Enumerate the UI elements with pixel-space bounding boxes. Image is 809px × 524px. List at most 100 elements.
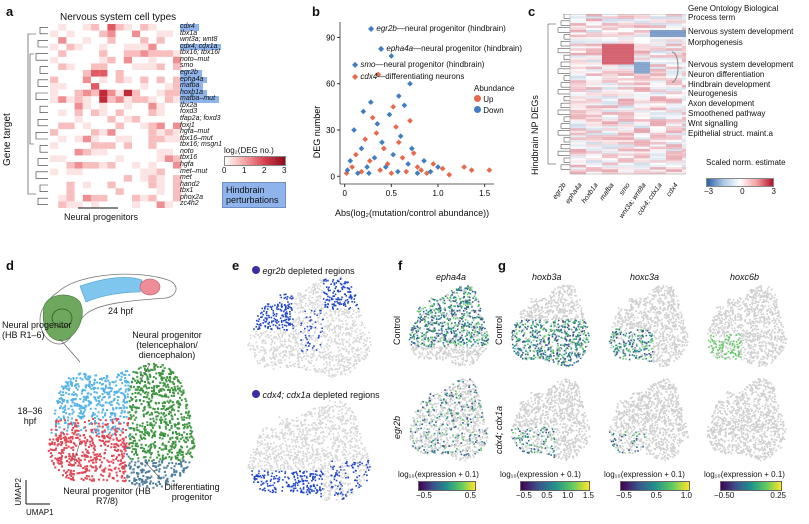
- umap-cell: [327, 289, 330, 292]
- umap-cell: [256, 452, 258, 454]
- umap-cell: [279, 437, 281, 440]
- umap-cell: [287, 322, 289, 324]
- umap-cell: [331, 376, 333, 378]
- umap-cell: [357, 307, 360, 310]
- umap-cell: [97, 435, 100, 438]
- umap-cell: [128, 427, 131, 430]
- umap-cell: [292, 327, 294, 330]
- umap-cell: [280, 303, 283, 305]
- umap-cell: [312, 459, 314, 462]
- umap-cell: [283, 468, 286, 470]
- umap-cell: [69, 378, 72, 381]
- heatmap-cell: [602, 164, 618, 168]
- umap-cell: [171, 371, 174, 374]
- umap-cell: [302, 347, 304, 349]
- umap-cell: [185, 436, 188, 439]
- umap-cell: [185, 437, 188, 440]
- umap-cell: [318, 413, 321, 416]
- panel-a-colorbar: [224, 156, 286, 166]
- umap-cell: [99, 378, 102, 381]
- umap-cell: [117, 373, 120, 376]
- heatmap-cell: [602, 116, 618, 120]
- heatmap-cell: [650, 119, 666, 122]
- umap-cell: [297, 450, 299, 452]
- umap-cell: [302, 488, 305, 490]
- umap-cell: [281, 431, 283, 433]
- umap-cell: [88, 403, 91, 406]
- umap-cell: [113, 393, 116, 396]
- umap-cell: [120, 453, 123, 456]
- umap-cell: [148, 397, 151, 400]
- y-tick: 30: [326, 126, 335, 135]
- umap-cell: [133, 437, 136, 440]
- heatmap-cell: [82, 37, 91, 44]
- umap-cell: [311, 354, 314, 356]
- umap-cell: [359, 335, 362, 338]
- umap-cell: [270, 334, 272, 337]
- umap-cell: [88, 469, 91, 472]
- umap-cell: [353, 298, 356, 300]
- umap-cell: [361, 457, 363, 459]
- umap-cell: [154, 401, 157, 404]
- umap-cell: [287, 465, 289, 468]
- umap-cell: [358, 486, 360, 488]
- umap-cell: [332, 458, 334, 460]
- umap-cell: [249, 456, 252, 459]
- umap-cell: [336, 474, 339, 476]
- heatmap-cell: [156, 201, 165, 208]
- umap-cell: [138, 382, 141, 385]
- heatmap-cell: [650, 30, 666, 33]
- umap-cell: [267, 471, 269, 473]
- umap-cell: [260, 324, 262, 327]
- umap-cell: [354, 419, 357, 421]
- heatmap-cell: [123, 43, 132, 51]
- umap-cell: [319, 309, 321, 312]
- umap-cell: [264, 308, 266, 310]
- umap-cell: [133, 418, 136, 421]
- umap-cell: [90, 436, 93, 439]
- umap-cell: [351, 410, 353, 413]
- umap-cell: [94, 407, 97, 410]
- umap-cell: [322, 494, 325, 497]
- umap-cell: [311, 440, 314, 442]
- umap-cell: [349, 443, 352, 446]
- umap-cell: [176, 400, 179, 403]
- umap-cell: [302, 339, 305, 341]
- umap-cell: [338, 298, 341, 301]
- umap-cell: [272, 354, 275, 357]
- umap-cell: [342, 357, 345, 360]
- umap-cell: [121, 445, 124, 448]
- umap-cell: [286, 313, 289, 315]
- heatmap-cell: [115, 89, 124, 97]
- heatmap-cell: [586, 119, 602, 122]
- heatmap-cell: [666, 20, 682, 24]
- umap-cell: [287, 484, 290, 486]
- label-tel: Neural progenitor (telencephalon/ dience…: [132, 330, 202, 360]
- umap-cell: [309, 320, 311, 322]
- umap-cell: [342, 428, 345, 430]
- umap-cell: [87, 392, 90, 395]
- umap-cell: [327, 324, 330, 327]
- heatmap-cell: [74, 89, 83, 97]
- gene-label: foxj1: [180, 121, 195, 129]
- umap-cell: [133, 428, 136, 431]
- heatmap-cell: [650, 128, 666, 130]
- umap-cell: [165, 385, 168, 388]
- umap-cell: [291, 354, 293, 357]
- umap-cell: [66, 383, 69, 386]
- umap-cell: [327, 348, 330, 351]
- umap-cell: [338, 354, 341, 356]
- umap-cell: [287, 305, 290, 308]
- heatmap-cell: [570, 128, 586, 131]
- umap-cell: [79, 412, 82, 415]
- umap-cell: [142, 469, 145, 472]
- umap-cell: [349, 307, 352, 309]
- umap-cell: [76, 383, 79, 386]
- umap-cell: [79, 397, 82, 400]
- umap-cell: [141, 425, 144, 428]
- umap-cell: [334, 484, 336, 486]
- umap-cell: [358, 356, 360, 359]
- umap-cell: [301, 298, 304, 301]
- umap-cell: [115, 384, 118, 387]
- umap-cell: [305, 470, 308, 473]
